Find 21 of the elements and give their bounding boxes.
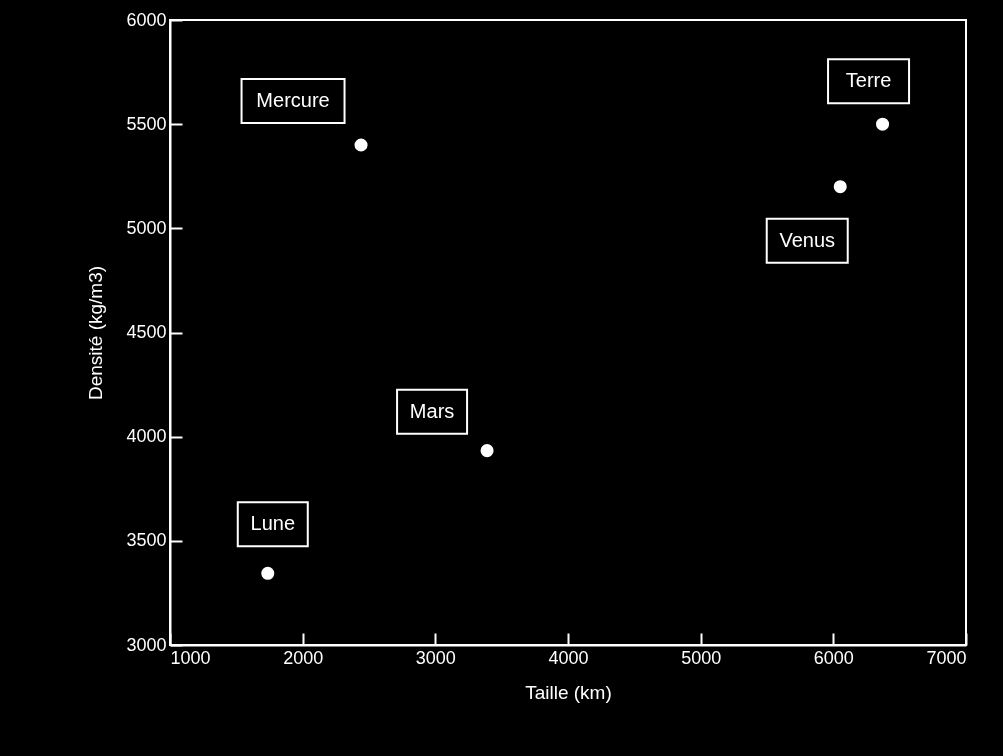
annotation: Terre bbox=[845, 69, 892, 92]
x-tick-label: 6000 bbox=[813, 647, 854, 668]
y-tick-label: 4500 bbox=[126, 322, 167, 342]
x-tick-label: 5000 bbox=[681, 647, 722, 668]
annotation: Lune bbox=[250, 512, 296, 535]
x-axis-title: Taille (km) bbox=[525, 681, 612, 703]
y-tick-label: 5500 bbox=[126, 113, 167, 134]
x-tick-label: 2000 bbox=[283, 647, 324, 668]
x-tick-label: 1000 bbox=[170, 647, 211, 668]
annotation: Venus bbox=[779, 228, 836, 251]
annotation: Mercure bbox=[256, 89, 330, 111]
x-tick-label: 4000 bbox=[548, 647, 589, 668]
y-tick-label: 4000 bbox=[126, 426, 167, 447]
y-axis-title: Densité (kg/m3) bbox=[85, 265, 107, 401]
y-tick-label: 5000 bbox=[126, 217, 167, 238]
y-tick-label: 3000 bbox=[126, 634, 167, 655]
y-tick-label: 6000 bbox=[126, 9, 167, 30]
annotation: Mars bbox=[409, 399, 455, 422]
x-tick-label: 7000 bbox=[926, 647, 967, 668]
y-tick-label: 3500 bbox=[126, 530, 167, 551]
x-tick-label: 3000 bbox=[415, 647, 456, 668]
